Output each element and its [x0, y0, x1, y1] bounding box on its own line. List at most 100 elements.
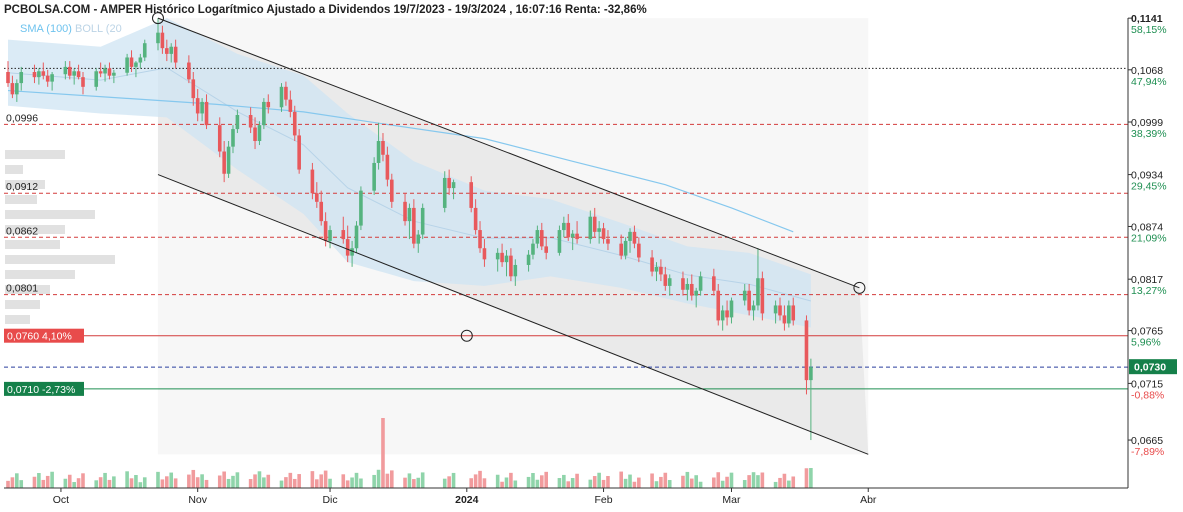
volume-bar: [248, 479, 253, 488]
volume-bar: [226, 478, 231, 488]
x-axis-label: Feb: [595, 494, 613, 506]
volume-bar: [195, 477, 200, 488]
volume-bar: [597, 472, 601, 488]
candle-body: [222, 151, 226, 174]
candle-body: [420, 207, 425, 235]
volume-bar: [217, 475, 222, 488]
sma-100-line: [7, 89, 794, 233]
volume-bar: [712, 477, 716, 488]
candle-body: [663, 274, 668, 286]
volume-bar: [6, 480, 10, 488]
candle-body: [592, 216, 597, 232]
candle-body: [742, 290, 747, 301]
candle-body: [354, 225, 359, 249]
candle-body: [566, 222, 571, 238]
volume-profile-bar: [5, 150, 65, 159]
candle-body: [469, 182, 474, 208]
legend-sma[interactable]: SMA (100): [20, 23, 72, 35]
channel-anchor-point: [460, 329, 473, 342]
volume-bar: [103, 472, 107, 488]
volume-bar: [292, 478, 297, 488]
candle-body: [257, 125, 262, 142]
volume-bar: [791, 476, 796, 488]
volume-bar: [809, 468, 813, 488]
volume-bar: [381, 418, 385, 488]
volume-bar: [310, 471, 315, 488]
candle-body: [451, 182, 456, 189]
candle-body: [72, 71, 76, 76]
volume-bar: [742, 480, 747, 488]
volume-bar: [125, 471, 129, 488]
right-axis-price: 0,0817: [1131, 274, 1163, 286]
candle-body: [778, 305, 782, 316]
x-axis-label: Nov: [188, 494, 207, 506]
candle-body: [134, 62, 138, 67]
volume-bar: [751, 472, 756, 488]
x-axis-label: Oct: [53, 494, 69, 506]
volume-bar: [372, 474, 376, 488]
volume-bar: [98, 477, 103, 488]
candle-body: [129, 57, 134, 67]
candle-body: [416, 234, 421, 244]
candle-body: [319, 201, 324, 222]
volume-bar: [632, 481, 637, 488]
right-axis-percent: -0,88%: [1131, 389, 1164, 401]
right-axis-price: 0,0715: [1131, 378, 1163, 390]
volume-bar: [773, 481, 778, 488]
candle-body: [112, 72, 116, 76]
candle-body: [187, 62, 191, 80]
candle-body: [19, 72, 24, 84]
candle-body: [248, 114, 253, 128]
candle-body: [412, 207, 416, 244]
volume-bar: [681, 475, 685, 488]
volume-bar: [169, 472, 174, 488]
left-level-badge-text: 0,0710 -2,73%: [7, 384, 75, 396]
volume-profile-bar: [5, 315, 30, 324]
volume-bar: [539, 475, 544, 488]
bollinger-band-fill: [8, 18, 811, 328]
volume-bar: [315, 479, 319, 488]
candle-body: [376, 141, 381, 163]
volume-bar: [787, 480, 791, 488]
volume-bar: [689, 478, 694, 488]
candle-body: [125, 57, 129, 73]
volume-bar: [112, 476, 116, 488]
candle-body: [217, 125, 222, 152]
volume-bar: [469, 478, 474, 488]
candle-body: [659, 266, 663, 275]
volume-bar: [513, 480, 518, 488]
right-axis-percent: 38,39%: [1131, 128, 1167, 140]
candle-body: [698, 276, 703, 291]
volume-bar: [187, 474, 191, 488]
volume-bar: [588, 479, 593, 488]
volume-bar: [156, 471, 160, 488]
left-level-label: 0,0912: [6, 181, 38, 193]
channel-anchor-point: [853, 281, 866, 294]
candle-body: [288, 99, 293, 112]
bottom-axis: Oct Nov Dic 2024 Feb Mar Abr: [53, 488, 877, 506]
volume-bar: [526, 476, 531, 488]
candle-body: [63, 66, 68, 75]
candle-body: [685, 283, 690, 290]
candle-body: [262, 101, 266, 126]
volume-profile-bar: [5, 270, 75, 279]
volume-profile: [5, 150, 115, 324]
volume-bar: [359, 478, 363, 488]
legend-boll[interactable]: BOLL (20: [75, 23, 122, 35]
volume-bar: [495, 474, 500, 488]
candle-body: [760, 278, 765, 314]
candle-body: [389, 179, 394, 202]
candle-body: [654, 266, 659, 272]
candle-body: [597, 228, 601, 232]
candle-body: [606, 239, 610, 244]
candle-body: [504, 255, 509, 263]
right-axis-percent: 13,27%: [1131, 285, 1167, 297]
candle-body: [632, 231, 637, 244]
x-axis-label: 2024: [455, 494, 479, 506]
candle-body: [588, 216, 593, 240]
candle-body: [350, 248, 354, 256]
volume-bar: [94, 480, 99, 488]
indicator-legend: SMA (100) BOLL (20: [20, 23, 122, 35]
volume-bar: [45, 475, 50, 488]
volume-bar: [637, 477, 641, 488]
